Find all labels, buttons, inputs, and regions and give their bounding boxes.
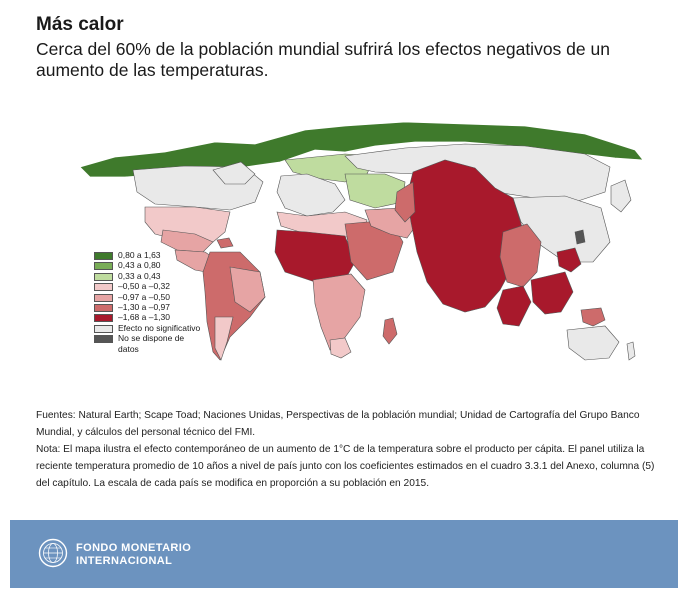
- region-southeast-asia: [499, 223, 542, 288]
- region-new-zealand: [626, 341, 636, 361]
- legend-item: Efecto no significativo: [94, 323, 200, 333]
- region-southern-africa: [329, 337, 352, 359]
- region-caribbean: [216, 237, 234, 249]
- legend-swatch: [94, 272, 113, 281]
- org-name-line1: FONDO MONETARIO: [76, 542, 192, 554]
- region-korea-nodata: [574, 229, 586, 245]
- legend-label: Efecto no significativo: [118, 322, 201, 333]
- chart-title: Más calor: [36, 14, 124, 35]
- legend-swatch: [94, 283, 113, 292]
- footer-banner: FONDO MONETARIO INTERNACIONAL: [10, 520, 678, 588]
- legend-item: –1,68 a –1,30: [94, 312, 200, 323]
- chart-subtitle: Cerca del 60% de la población mundial su…: [36, 39, 610, 80]
- legend-item: 0,33 a 0,43: [94, 271, 200, 281]
- region-philippines: [556, 247, 582, 273]
- region-indonesia-2: [530, 271, 574, 315]
- legend-swatch: [94, 314, 113, 323]
- legend-swatch: [94, 293, 113, 302]
- legend-label: –0,50 a –0,32: [118, 281, 170, 292]
- legend-label: –1,30 a –0,97: [118, 302, 170, 313]
- region-australia: [566, 325, 620, 361]
- notes-block: Fuentes: Natural Earth; Scape Toad; Naci…: [36, 407, 666, 492]
- legend-swatch: [94, 324, 113, 333]
- region-indonesia-1: [496, 285, 532, 327]
- legend-item: 0,80 a 1,63: [94, 250, 200, 260]
- legend-label: 0,80 a 1,63: [118, 250, 161, 260]
- legend-item: –0,50 a –0,32: [94, 281, 200, 292]
- legend-swatch: [94, 252, 113, 260]
- imf-seal-icon: [38, 538, 68, 568]
- org-name: FONDO MONETARIO INTERNACIONAL: [76, 542, 191, 568]
- legend-item: No se dispone de datos: [94, 333, 200, 354]
- region-brazil: [229, 266, 266, 313]
- region-japan: [610, 179, 632, 213]
- region-west-africa: [274, 229, 356, 283]
- org-name-line2: INTERNACIONAL: [76, 555, 173, 567]
- region-papua: [580, 307, 606, 327]
- region-greenland: [212, 161, 256, 185]
- legend-item: –0,97 a –0,50: [94, 292, 200, 302]
- legend-label: –1,68 a –1,30: [118, 312, 170, 323]
- legend-swatch: [94, 262, 113, 271]
- legend-item: 0,43 a 0,80: [94, 260, 200, 271]
- region-south-asia: [406, 159, 524, 313]
- map-legend: 0,80 a 1,63 0,43 a 0,80 0,33 a 0,43 –0,50 a…: [94, 250, 200, 354]
- legend-label: –0,97 a –0,50: [118, 291, 170, 302]
- legend-label: No se dispone de datos: [118, 333, 185, 354]
- region-europe: [276, 173, 346, 217]
- region-madagascar: [382, 317, 398, 345]
- note-text: Nota: El mapa ilustra el efecto contempo…: [36, 444, 655, 489]
- legend-item: –1,30 a –0,97: [94, 302, 200, 313]
- legend-label: 0,43 a 0,80: [118, 260, 161, 271]
- region-argentina: [214, 316, 234, 361]
- legend-swatch: [94, 335, 113, 344]
- sources-text: Fuentes: Natural Earth; Scape Toad; Naci…: [36, 410, 640, 438]
- legend-swatch: [94, 304, 113, 313]
- legend-label: 0,33 a 0,43: [118, 270, 161, 281]
- cartogram-map: [79, 121, 644, 361]
- region-pakistan: [394, 181, 416, 223]
